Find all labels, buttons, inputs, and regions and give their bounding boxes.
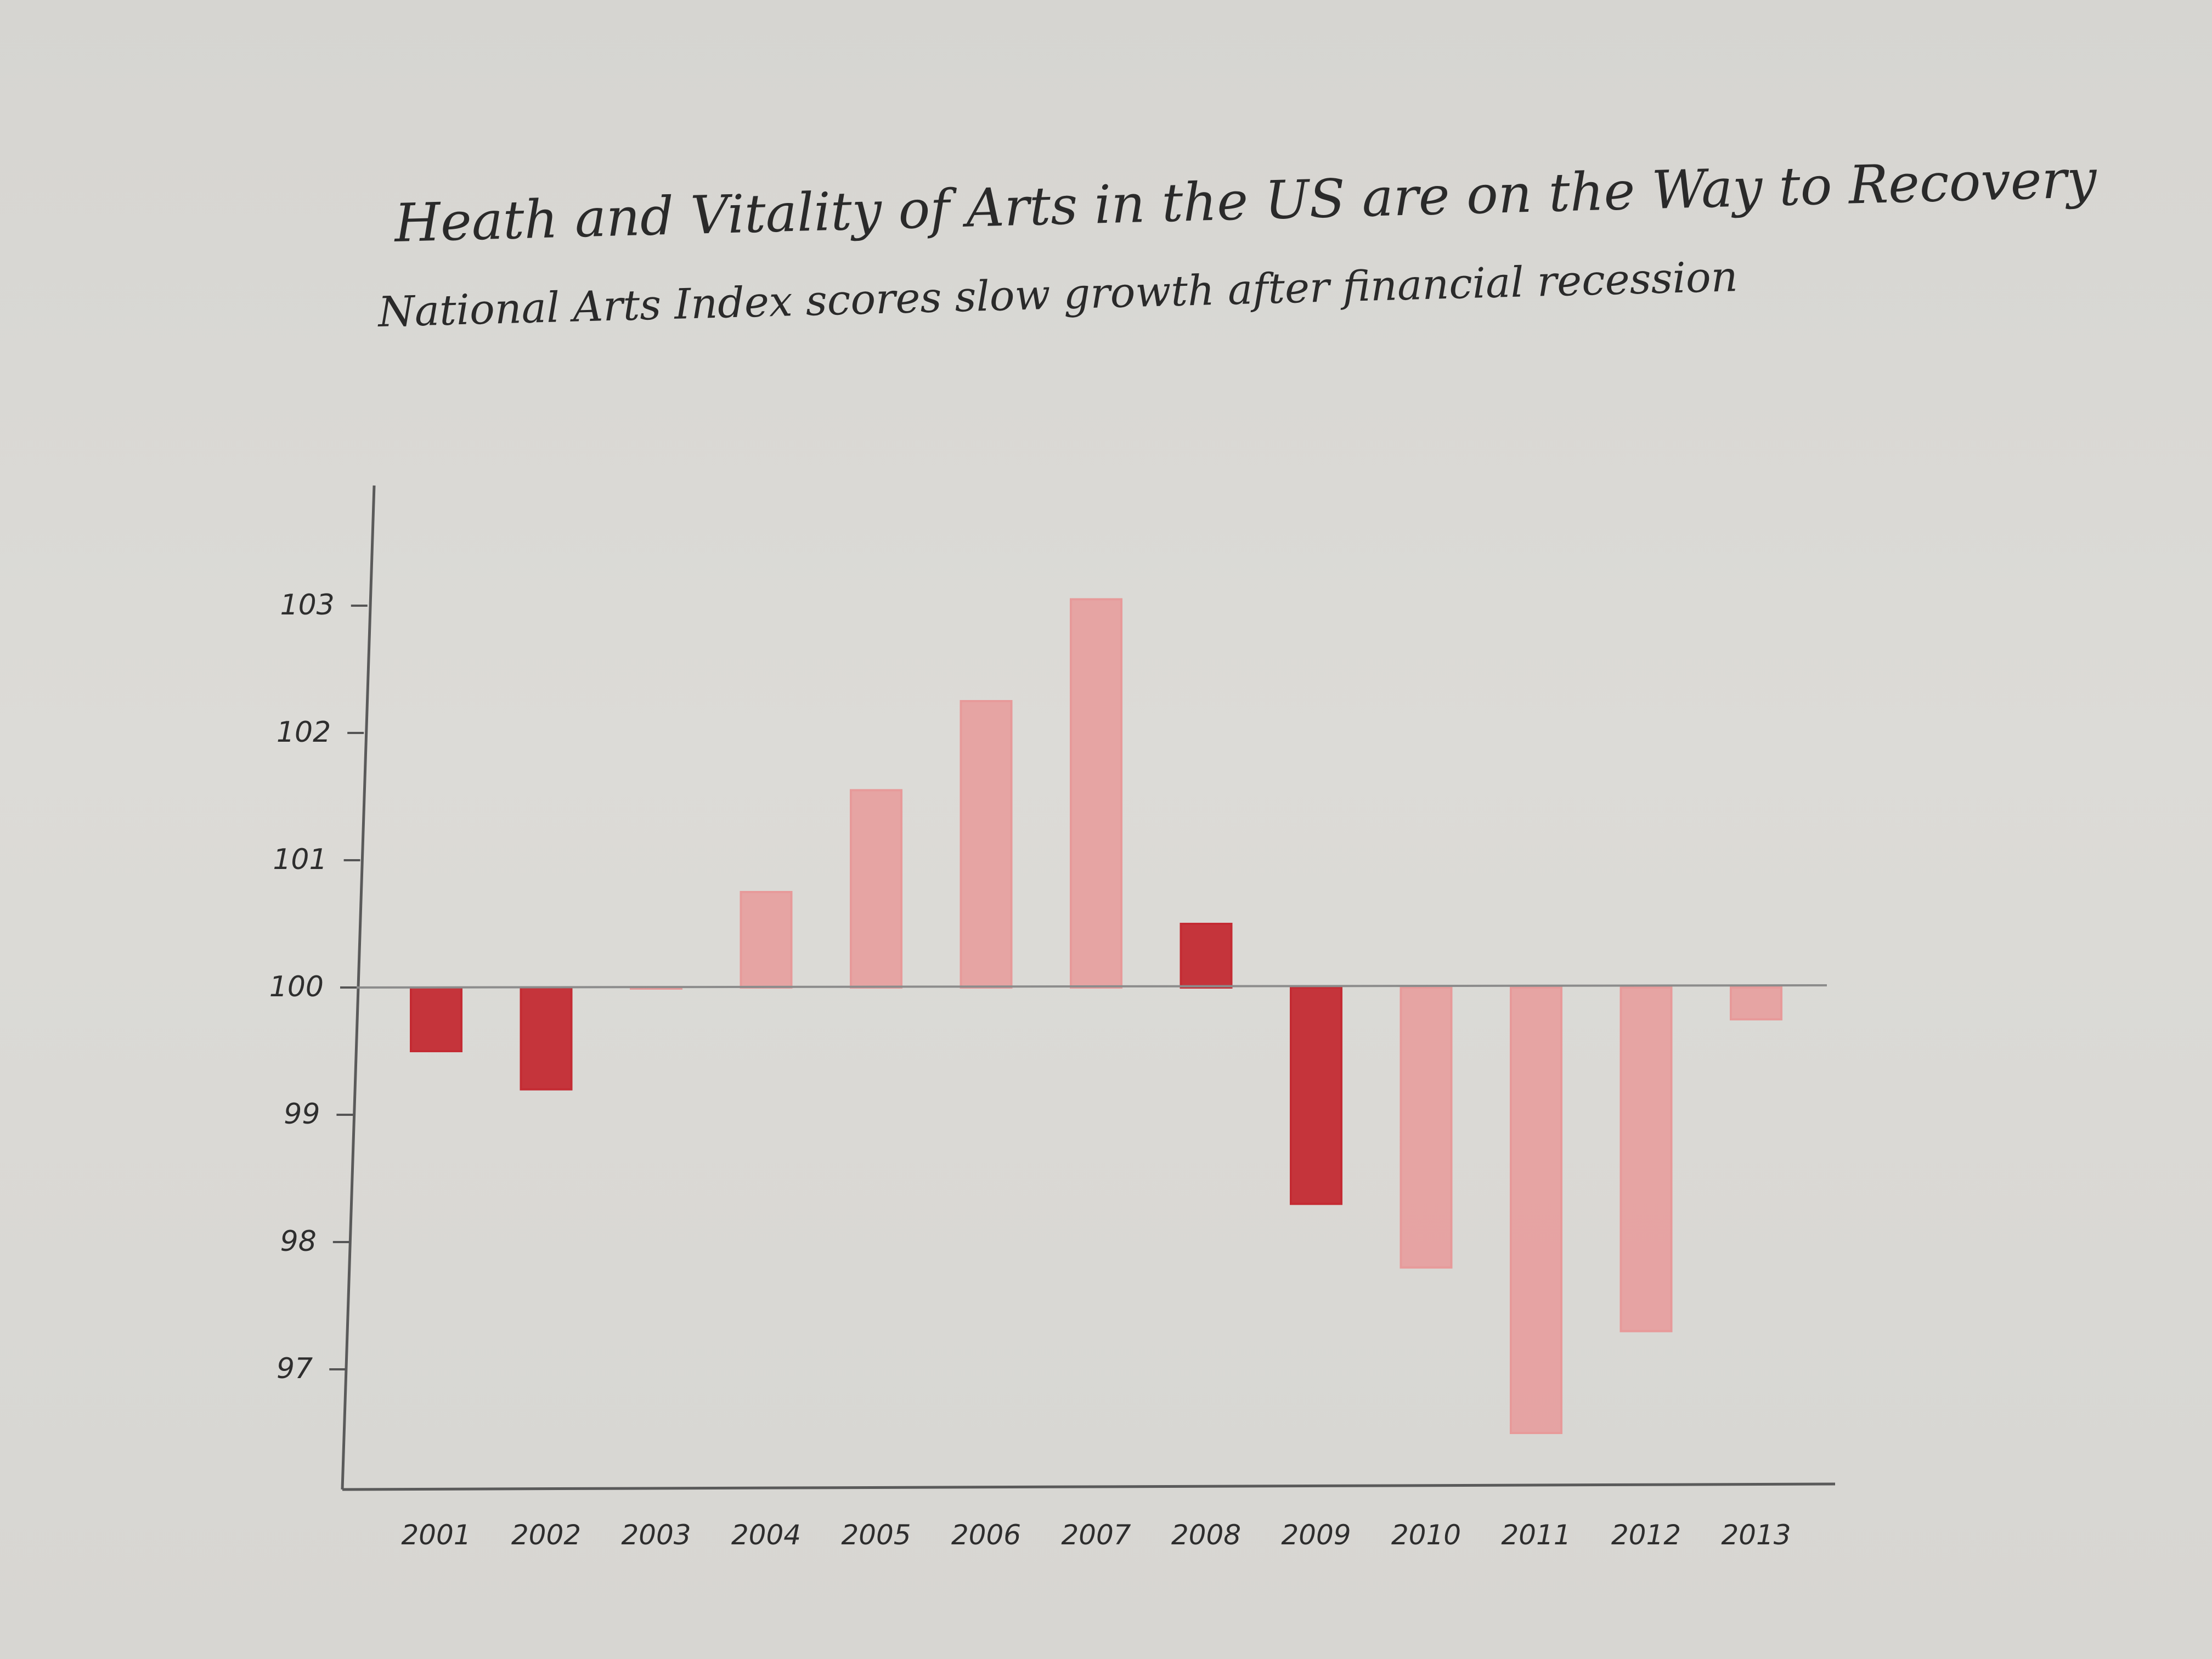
x-tick-label: 2003 xyxy=(621,1519,691,1551)
y-ticks: 103 102 101 100 99 98 97 xyxy=(269,589,368,1385)
bar-2001 xyxy=(410,986,462,1052)
bars xyxy=(410,598,1782,1434)
x-tick-label: 2010 xyxy=(1391,1519,1461,1551)
y-tick-label: 102 xyxy=(276,716,331,749)
x-tick-labels: 2001 2002 2003 2004 2005 2006 2007 2008 2009 2010… xyxy=(401,1519,1791,1551)
baseline-100 xyxy=(356,984,1827,989)
chart-title: Heath and Vitality of Arts in the US are… xyxy=(393,148,2098,254)
y-tick-label: 103 xyxy=(280,589,335,622)
x-tick-label: 2002 xyxy=(511,1519,581,1551)
y-tick-label: 100 xyxy=(269,970,324,1003)
x-tick-label: 2008 xyxy=(1171,1519,1241,1551)
bar-2012 xyxy=(1620,986,1673,1333)
x-tick-label: 2005 xyxy=(841,1519,911,1551)
y-tick-label: 97 xyxy=(276,1352,313,1385)
y-tick-label: 98 xyxy=(280,1225,317,1258)
y-tick-label: 101 xyxy=(273,843,327,876)
x-axis xyxy=(342,1482,1836,1491)
chart-subtitle: National Arts Index scores slow growth a… xyxy=(376,252,1739,336)
bar-2006 xyxy=(960,700,1013,989)
bar-2002 xyxy=(520,986,573,1091)
x-tick-label: 2013 xyxy=(1721,1519,1791,1551)
x-tick-label: 2009 xyxy=(1281,1519,1351,1551)
bar-2007 xyxy=(1070,598,1122,989)
bar-2011 xyxy=(1510,986,1562,1434)
bar-2013 xyxy=(1730,986,1782,1020)
x-tick-label: 2001 xyxy=(401,1519,471,1551)
x-tick-label: 2007 xyxy=(1061,1519,1131,1551)
x-tick-label: 2006 xyxy=(951,1519,1021,1551)
bar-2004 xyxy=(740,891,793,989)
x-tick-label: 2012 xyxy=(1611,1519,1681,1551)
bar-2010 xyxy=(1400,986,1453,1269)
x-tick-label: 2011 xyxy=(1501,1519,1571,1551)
bar-2005 xyxy=(850,789,902,989)
x-tick-label: 2004 xyxy=(731,1519,801,1551)
y-tick-label: 99 xyxy=(284,1098,320,1131)
bar-2009 xyxy=(1290,986,1342,1205)
bar-2008 xyxy=(1180,923,1233,989)
